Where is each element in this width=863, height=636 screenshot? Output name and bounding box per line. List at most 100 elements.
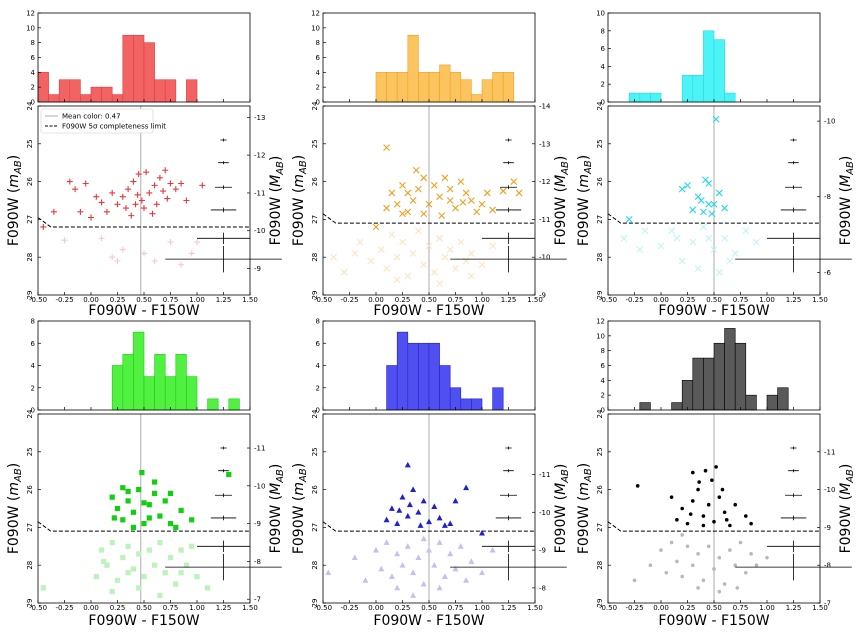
error-bar xyxy=(780,207,807,213)
faint-point xyxy=(130,566,136,572)
hist-bar xyxy=(777,387,789,411)
bright-point xyxy=(162,498,168,504)
bright-point xyxy=(510,178,518,185)
faint-point xyxy=(489,242,496,250)
y-axis-label-right: F090W (MAB) xyxy=(838,464,856,554)
bright-point xyxy=(479,529,485,536)
bright-point xyxy=(183,197,190,204)
error-bar xyxy=(218,161,229,165)
faint-point xyxy=(452,265,459,272)
faint-point xyxy=(733,563,737,567)
faint-point xyxy=(393,253,401,261)
abs-ytick-label: -10 xyxy=(539,254,550,262)
error-bar xyxy=(785,185,802,190)
ylabel-left-sub: AB xyxy=(13,160,24,175)
abs-ytick-label: -10 xyxy=(824,118,835,126)
bright-point xyxy=(420,497,427,504)
hist-bar xyxy=(396,331,409,411)
faint-point xyxy=(152,562,158,568)
bright-point xyxy=(120,485,126,491)
ylabel-right-sub: AB xyxy=(275,161,286,176)
bright-point xyxy=(425,200,433,208)
faint-point xyxy=(178,261,185,268)
faint-point xyxy=(726,257,734,265)
bright-point xyxy=(515,189,523,197)
bright-point xyxy=(141,205,147,212)
bright-point xyxy=(199,182,206,189)
cmd-xtick-label: 1.25 xyxy=(501,604,517,612)
bright-point xyxy=(409,197,417,204)
bright-point xyxy=(141,521,147,527)
ylabel-right-close: ) xyxy=(838,464,854,469)
faint-point xyxy=(205,585,211,591)
y-axis-label-right: F090W (MAB) xyxy=(553,464,571,554)
cmd-xtick-label: 1.00 xyxy=(474,296,490,304)
cmd-xtick-label: 1.50 xyxy=(527,604,543,612)
faint-point xyxy=(330,253,337,261)
hist-bar xyxy=(386,365,398,411)
faint-point xyxy=(430,268,438,276)
bright-point xyxy=(697,480,701,484)
error-bar xyxy=(220,138,227,142)
cmd-xtick-label: 1.50 xyxy=(527,296,543,304)
hist-bar xyxy=(186,376,198,411)
faint-point xyxy=(404,272,412,280)
ylabel-right-close: ) xyxy=(553,156,569,161)
bright-point xyxy=(178,180,185,187)
cmd-xtick-label: 0.75 xyxy=(733,296,749,304)
faint-point xyxy=(98,235,105,242)
faint-point xyxy=(157,539,163,546)
faint-point xyxy=(468,272,475,280)
bright-point xyxy=(404,512,411,519)
faint-point xyxy=(188,250,195,257)
error-bar xyxy=(220,446,227,450)
faint-point xyxy=(373,546,379,553)
faint-point xyxy=(680,574,684,579)
bright-point xyxy=(447,520,454,527)
cmd-xtick-label: 0.25 xyxy=(110,296,126,304)
bright-point xyxy=(151,182,158,189)
hist-bar xyxy=(471,398,483,411)
y-axis-label-left: F090W (mAB) xyxy=(576,155,594,246)
error-bar xyxy=(505,446,512,450)
bright-point xyxy=(189,517,195,523)
bright-point xyxy=(714,465,718,469)
faint-point xyxy=(468,558,475,564)
ylabel-right-text: F090W ( xyxy=(838,187,854,246)
abs-ytick-label: -8 xyxy=(824,193,831,201)
ylabel-left-close: ) xyxy=(6,463,22,468)
error-bar xyxy=(503,469,514,473)
error-bar xyxy=(767,232,820,244)
cmd-xtick-label: 0.75 xyxy=(163,604,179,612)
ylabel-right-sub: AB xyxy=(275,469,286,484)
bright-point xyxy=(417,522,424,528)
ylabel-left-close: ) xyxy=(291,463,307,468)
faint-point xyxy=(410,569,417,576)
hist-ytick-label: 4 xyxy=(601,377,606,385)
ylabel-left-sub: AB xyxy=(298,468,309,483)
bright-point xyxy=(393,200,401,208)
error-bar xyxy=(215,493,232,498)
cmd-xtick-label: -0.25 xyxy=(55,296,73,304)
abs-ytick-label: -13 xyxy=(539,140,550,148)
faint-point xyxy=(426,546,432,553)
bright-point xyxy=(406,501,413,508)
x-axis-label: F090W - F150W xyxy=(373,303,484,319)
bright-point xyxy=(103,208,110,215)
faint-point xyxy=(436,584,443,591)
ylabel-right-text: F090W ( xyxy=(553,187,569,246)
cmd-ytick-label: 29 xyxy=(596,291,604,300)
hist-ytick-label: 6 xyxy=(601,45,606,53)
faint-point xyxy=(125,570,131,576)
faint-point xyxy=(659,548,663,552)
bright-point xyxy=(93,193,100,200)
abs-ytick-label: -12 xyxy=(254,152,265,160)
hist-bar xyxy=(492,387,504,411)
bright-point xyxy=(744,514,748,518)
faint-point xyxy=(735,586,740,590)
bright-point xyxy=(441,522,448,528)
hist-ytick-label: 6 xyxy=(601,362,606,370)
bright-point xyxy=(139,469,145,476)
hist-bar xyxy=(703,357,715,411)
